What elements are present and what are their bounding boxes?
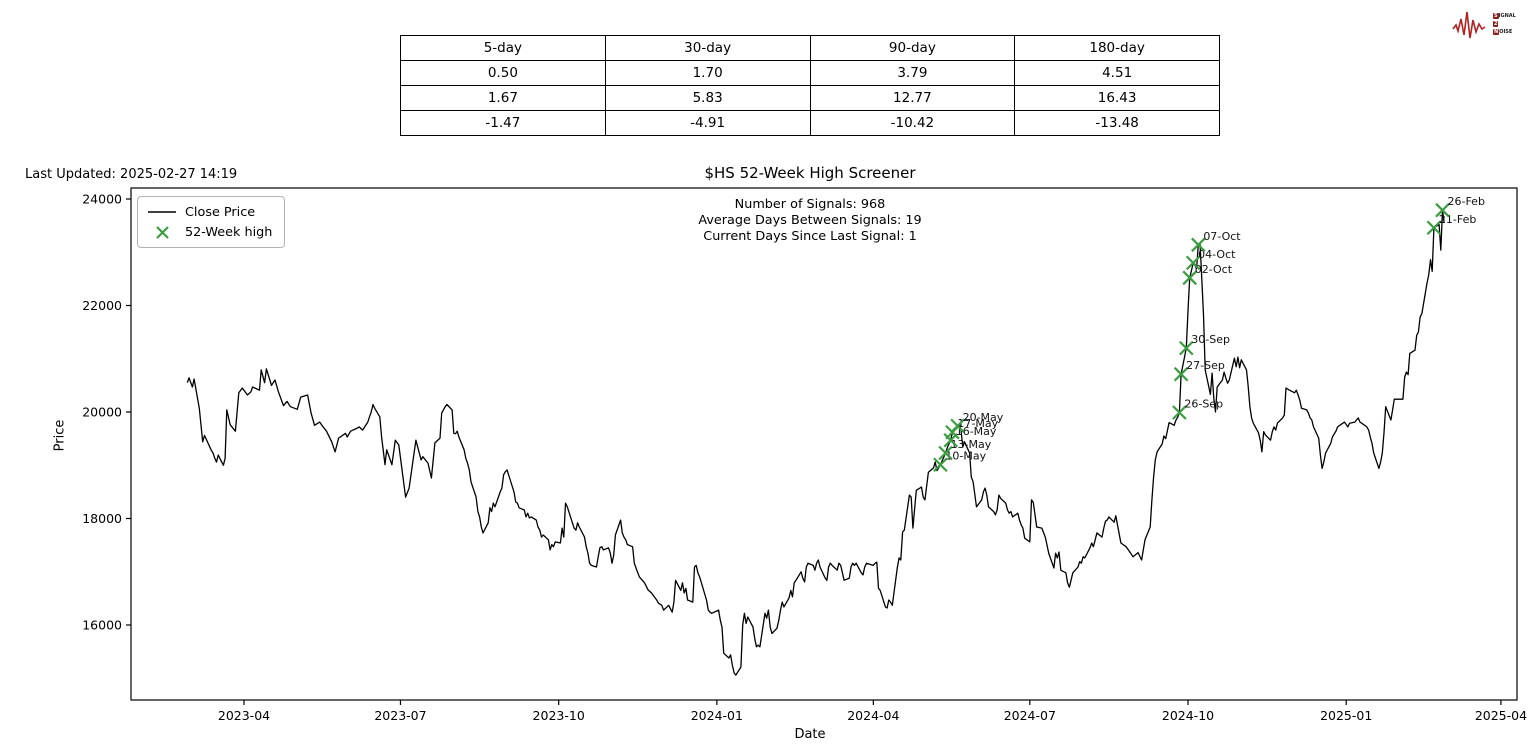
signal-marker — [1179, 340, 1194, 356]
table-cell: 1.70 — [604, 60, 811, 86]
table-row: 1.67 5.83 12.77 16.43 — [400, 85, 1220, 111]
signal-annotation: 20-May — [963, 411, 1004, 424]
table-row: 0.50 1.70 3.79 4.51 — [400, 60, 1220, 86]
signal-annotation: 26-Feb — [1447, 195, 1484, 208]
logo-letter-s: S — [1493, 13, 1499, 19]
stat-days-since-last: Current Days Since Last Signal: 1 — [703, 229, 917, 244]
table-cell: -13.48 — [1014, 110, 1220, 136]
signal-marker — [950, 418, 965, 434]
signal-annotation: 04-Oct — [1198, 248, 1236, 261]
legend: Close Price 52-Week high — [137, 196, 286, 248]
signal-annotation: 27-Sep — [1186, 359, 1225, 372]
stat-number-of-signals: Number of Signals: 968 — [734, 197, 886, 212]
logo-letter-n: N — [1493, 29, 1500, 35]
x-tick-label: 2024-10 — [1162, 708, 1214, 723]
y-tick-label: 24000 — [82, 192, 122, 207]
signal-annotation: 26-Sep — [1184, 398, 1223, 411]
x-tick-label: 2023-07 — [374, 708, 426, 723]
signal-annotation: 17-May — [957, 417, 998, 430]
signal-marker — [1426, 220, 1442, 236]
signal-annotation: 13-May — [951, 438, 992, 451]
table-cell: 5.83 — [604, 85, 811, 111]
signal-marker — [1185, 255, 1201, 271]
logo-text: S IGNAL 2 N OISE — [1493, 12, 1516, 36]
line-sample-icon — [148, 210, 176, 214]
y-axis-title: Price — [52, 419, 68, 452]
x-tick-label: 2023-04 — [218, 708, 270, 723]
signal-marker — [1182, 270, 1197, 286]
signal-annotation: 30-Sep — [1191, 333, 1230, 346]
performance-table-head: 5-day 30-day 90-day 180-day — [400, 35, 1220, 61]
x-tick-label: 2024-07 — [1004, 708, 1056, 723]
signal-annotation: 02-Oct — [1195, 263, 1233, 276]
chart-title: $HS 52-Week High Screener — [704, 164, 916, 182]
logo-word-signal: IGNAL — [1498, 12, 1516, 19]
table-cell: 1.67 — [400, 85, 606, 111]
table-column-header: 30-day — [604, 35, 811, 61]
table-cell: 0.50 — [400, 60, 606, 86]
signal-annotation: 21-Feb — [1439, 213, 1476, 226]
x-tick-label: 2025-04 — [1475, 708, 1527, 723]
axes-box — [130, 187, 1518, 701]
signal-marker — [1435, 202, 1450, 218]
signal-annotation: 07-Oct — [1203, 230, 1241, 243]
legend-label-52-week-high: 52-Week high — [185, 224, 273, 240]
table-row: -1.47 -4.91 -10.42 -13.48 — [400, 110, 1220, 136]
signal-marker — [938, 445, 953, 461]
logo-word-noise: OISE — [1499, 28, 1513, 35]
signal-marker — [933, 457, 948, 472]
table-cell: -1.47 — [400, 110, 606, 136]
table-cell: -10.42 — [809, 110, 1016, 136]
waveform-icon — [1452, 11, 1486, 39]
legend-label-close-price: Close Price — [185, 204, 256, 220]
table-cell: -4.91 — [604, 110, 811, 136]
y-tick-label: 22000 — [82, 298, 122, 313]
table-cell: 12.77 — [809, 85, 1016, 111]
x-tick-label: 2024-01 — [691, 708, 743, 723]
table-cell: 16.43 — [1014, 85, 1220, 111]
performance-table-body: 0.50 1.70 3.79 4.51 1.67 5.83 12.77 16.43 -1.47-… — [400, 60, 1220, 136]
signal-annotation: 16-May — [956, 425, 997, 438]
signal-stats: Number of Signals: 968 Average Days Betw… — [131, 197, 1489, 245]
x-tick-label: 2023-10 — [533, 708, 585, 723]
close-price-line — [186, 209, 1445, 676]
table-header-row: 5-day 30-day 90-day 180-day — [400, 35, 1220, 61]
table-cell: 3.79 — [809, 60, 1016, 86]
y-tick-label: 18000 — [82, 511, 122, 526]
signal-marker — [1173, 366, 1189, 382]
x-tick-label: 2024-04 — [847, 708, 899, 723]
last-updated-text: Last Updated: 2025-02-27 14:19 — [25, 167, 238, 182]
signal-marker — [1172, 405, 1187, 420]
performance-table: 5-day 30-day 90-day 180-day 0.50 1.70 3.79 4.5… — [400, 35, 1220, 136]
signal-annotation: 10-May — [945, 450, 986, 463]
x-axis-title: Date — [794, 727, 826, 742]
table-column-header: 180-day — [1014, 35, 1220, 61]
x-marker-icon — [148, 225, 176, 240]
stat-average-days: Average Days Between Signals: 19 — [698, 213, 922, 228]
legend-item-close-price: Close Price — [148, 202, 272, 222]
y-tick-label: 20000 — [82, 405, 122, 420]
y-tick-label: 16000 — [82, 618, 122, 633]
signal-marker — [1191, 237, 1206, 253]
logo-letter-2: 2 — [1493, 21, 1499, 27]
legend-item-52-week-high: 52-Week high — [148, 222, 272, 242]
signal2noise-logo: S IGNAL 2 N OISE — [1452, 4, 1534, 44]
x-tick-label: 2025-01 — [1320, 708, 1372, 723]
table-cell: 4.51 — [1014, 60, 1220, 86]
